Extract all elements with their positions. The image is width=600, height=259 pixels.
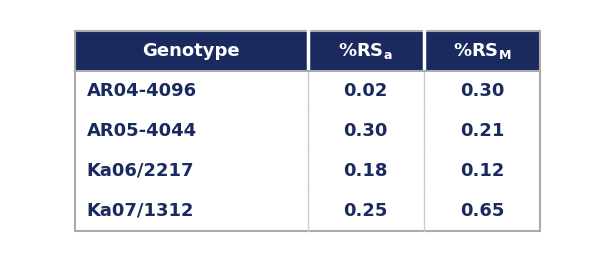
Text: %RS$_\mathregular{M}$: %RS$_\mathregular{M}$ xyxy=(452,41,511,61)
Text: 0.25: 0.25 xyxy=(343,202,388,220)
Bar xyxy=(75,111,540,151)
Text: %RS$_\mathregular{a}$: %RS$_\mathregular{a}$ xyxy=(338,41,393,61)
Text: 0.30: 0.30 xyxy=(460,82,504,100)
Text: Ka06/2217: Ka06/2217 xyxy=(86,162,194,180)
Text: Ka07/1312: Ka07/1312 xyxy=(86,202,194,220)
Text: 0.65: 0.65 xyxy=(460,202,504,220)
Bar xyxy=(75,31,308,71)
Text: 0.02: 0.02 xyxy=(343,82,388,100)
Text: Genotype: Genotype xyxy=(142,42,240,60)
Bar xyxy=(75,71,540,111)
Bar xyxy=(75,151,540,191)
Bar xyxy=(424,31,540,71)
Text: 0.30: 0.30 xyxy=(343,122,388,140)
Bar xyxy=(308,31,424,71)
Text: AR04-4096: AR04-4096 xyxy=(86,82,197,100)
Text: 0.12: 0.12 xyxy=(460,162,504,180)
Bar xyxy=(75,191,540,231)
Text: 0.18: 0.18 xyxy=(343,162,388,180)
Text: 0.21: 0.21 xyxy=(460,122,504,140)
Text: AR05-4044: AR05-4044 xyxy=(86,122,197,140)
